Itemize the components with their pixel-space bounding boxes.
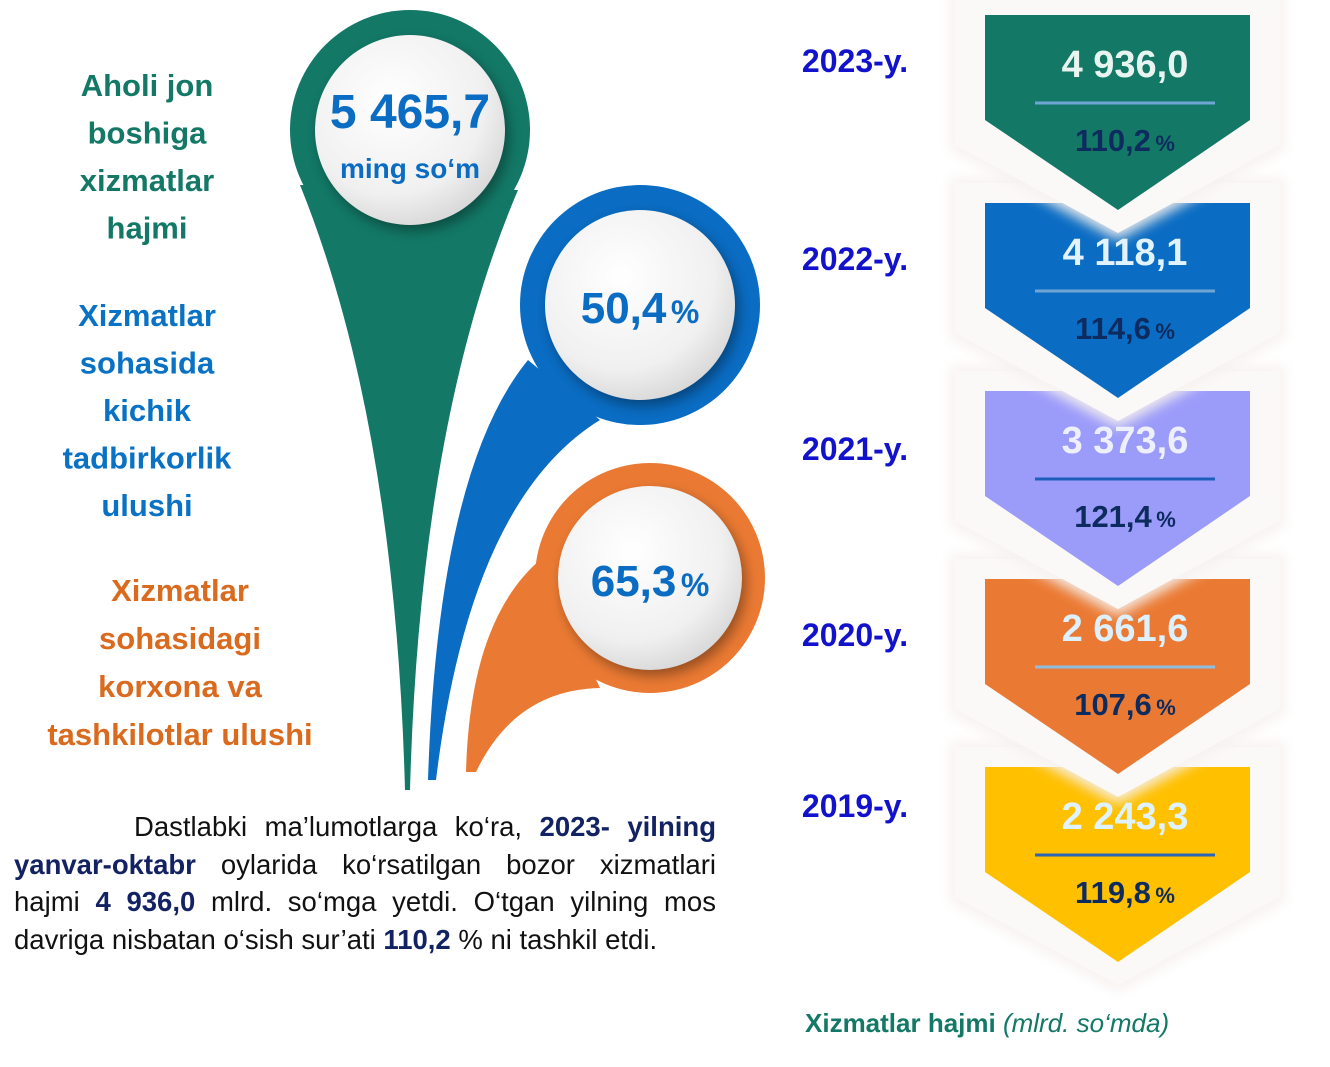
chevron xyxy=(985,767,1250,962)
indicator-label: tashkilotlar ulushi xyxy=(47,717,312,752)
caption-italic: (mlrd. so‘mda) xyxy=(1002,1008,1170,1038)
growth: 107,6 xyxy=(1074,687,1152,722)
growth-text: 107,6 % xyxy=(1074,687,1176,722)
growth-text: 119,8 % xyxy=(1075,875,1175,910)
indicator-label: boshiga xyxy=(88,116,208,151)
volume: 2 243,3 xyxy=(1062,796,1189,838)
growth-text: 110,2 % xyxy=(1075,123,1175,158)
indicator-label: Xizmatlar xyxy=(111,573,249,608)
chevron xyxy=(985,391,1250,586)
indicator-label: korxona va xyxy=(98,669,262,704)
chevron xyxy=(985,203,1250,398)
paragraph-text: mlrd. so‘mga yetdi. O‘tgan yilning mos d… xyxy=(14,886,716,955)
pin-tail xyxy=(300,185,518,790)
paragraph-text: Dastlabki ma’lumotlarga ko‘ra, xyxy=(134,811,540,842)
growth-text: 114,6 % xyxy=(1075,311,1175,346)
summary-paragraph: Dastlabki ma’lumotlarga ko‘ra, 2023- yil… xyxy=(14,808,716,958)
growth-unit: % xyxy=(1156,695,1176,720)
pin-unit: % xyxy=(671,294,699,330)
year-label: 2019-y. xyxy=(802,788,908,824)
indicator-label: Xizmatlar xyxy=(78,298,216,333)
indicator-label: Aholi jon xyxy=(81,68,214,103)
indicator-label: kichik xyxy=(103,393,192,428)
pin-face xyxy=(558,486,742,670)
indicator-label: tadbirkorlik xyxy=(63,441,233,476)
volume: 4 118,1 xyxy=(1063,232,1188,274)
volume: 3 373,6 xyxy=(1062,420,1189,462)
indicator-label: hajmi xyxy=(107,211,188,246)
indicator-label: sohasidagi xyxy=(99,621,261,656)
pin-value-text: 65,3 % xyxy=(591,557,710,606)
indicator-label: xizmatlar xyxy=(80,163,214,198)
caption: Xizmatlar hajmi (mlrd. so‘mda) xyxy=(805,1008,1169,1039)
growth: 121,4 xyxy=(1074,499,1152,534)
growth: 110,2 xyxy=(1075,123,1151,158)
growth: 119,8 xyxy=(1075,875,1151,910)
growth: 114,6 xyxy=(1075,311,1151,346)
caption-bold: Xizmatlar hajmi xyxy=(805,1008,996,1038)
indicator-label: ulushi xyxy=(101,488,192,523)
pin-unit: % xyxy=(681,567,709,603)
volume: 2 661,6 xyxy=(1062,608,1189,650)
year-label: 2022-y. xyxy=(802,241,908,277)
pin-unit: ming so‘m xyxy=(340,153,480,184)
paragraph-text: % ni tashkil etdi. xyxy=(450,923,658,955)
paragraph-bold: 2023- yilning yanvar-oktabr xyxy=(14,811,716,880)
growth-unit: % xyxy=(1155,131,1175,156)
year-label: 2021-y. xyxy=(802,431,908,467)
growth-text: 121,4 % xyxy=(1074,499,1176,534)
year-label: 2020-y. xyxy=(802,617,908,653)
paragraph-bold: 110,2 xyxy=(383,923,451,955)
growth-unit: % xyxy=(1156,507,1176,532)
indicator-label: sohasida xyxy=(80,346,215,381)
pin-value: 50,4 xyxy=(581,284,667,333)
pin-value: 5 465,7 xyxy=(330,86,490,139)
pin-value: 65,3 xyxy=(591,557,677,606)
pin-face xyxy=(545,210,735,400)
paragraph-text: oylarida ko‘rsatilgan bozor xizmatlari h… xyxy=(14,848,716,918)
pin-tail xyxy=(466,560,600,772)
paragraph-bold: 4 936,0 xyxy=(95,886,196,917)
growth-unit: % xyxy=(1155,319,1175,344)
pin-tail xyxy=(428,360,600,780)
chevron xyxy=(985,579,1250,774)
pin-value-text: 50,4 % xyxy=(581,284,700,333)
pin-face xyxy=(315,35,505,225)
year-label: 2023-y. xyxy=(802,43,908,79)
chevron xyxy=(985,15,1250,210)
growth-unit: % xyxy=(1155,883,1175,908)
volume: 4 936,0 xyxy=(1062,44,1189,86)
